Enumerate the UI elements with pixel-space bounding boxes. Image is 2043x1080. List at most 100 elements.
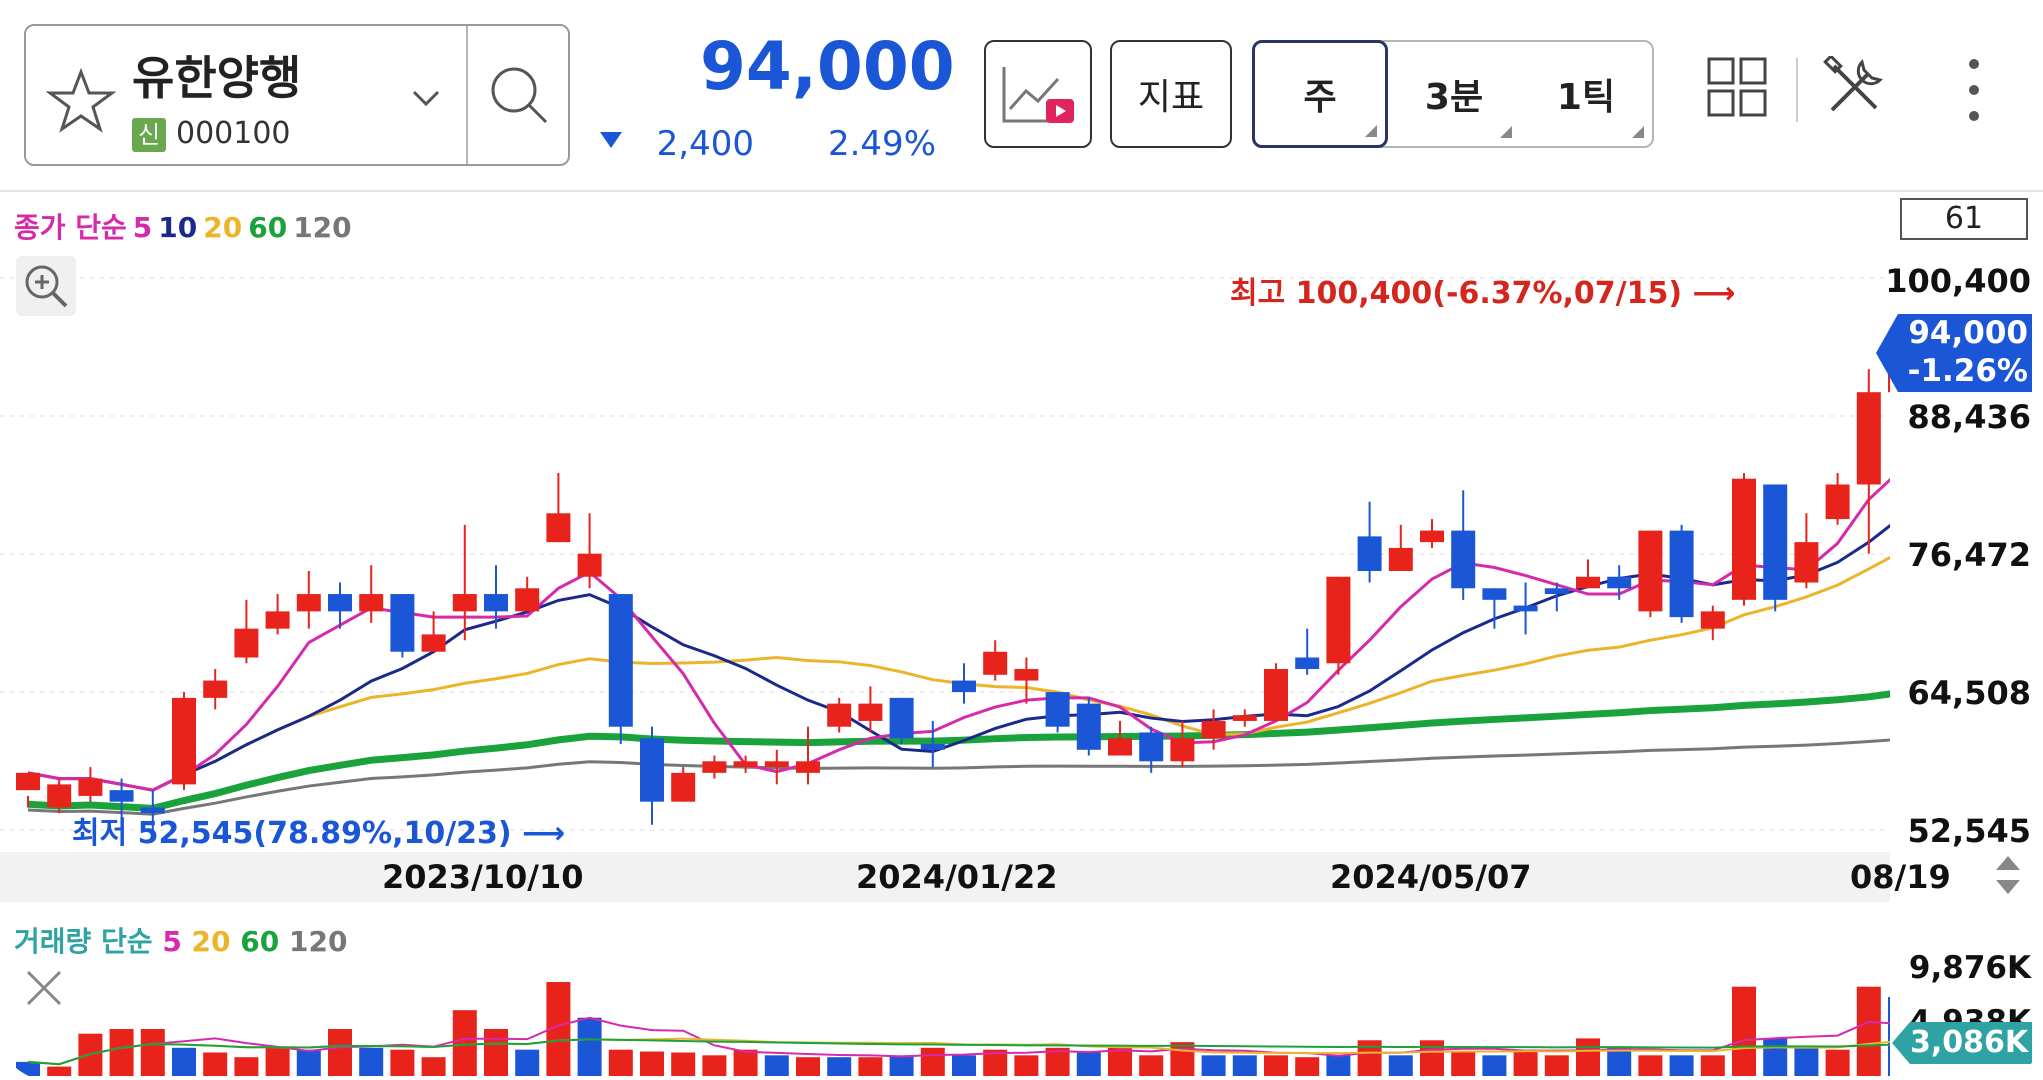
volume-bar [858, 1057, 883, 1076]
search-button[interactable] [470, 26, 568, 164]
period-1tick[interactable]: 1틱 [1520, 42, 1652, 146]
volume-bar [577, 1017, 602, 1076]
ma5-line [27, 477, 1890, 792]
volume-bar [1825, 1049, 1850, 1076]
volume-bar [421, 1057, 446, 1076]
candle-body [1451, 530, 1476, 589]
volume-bar [952, 1055, 976, 1076]
price-chart[interactable] [0, 240, 1890, 852]
high-annotation-text: 최고 100,400(-6.37%,07/15) [1230, 276, 1683, 311]
tools-icon[interactable] [1822, 56, 1886, 120]
candle-body [1139, 732, 1164, 762]
candle-body [1014, 669, 1039, 681]
candle-body [858, 703, 883, 721]
candle-body [1607, 576, 1632, 589]
volume-bar [203, 1052, 228, 1076]
volume-legend-label: 거래량 단순 [14, 925, 153, 958]
corner-indicator [1365, 125, 1377, 137]
volume-bar [1326, 1055, 1351, 1076]
volume-legend[interactable]: 거래량 단순 5 20 60 120 [14, 920, 347, 960]
period-1tick-label: 1틱 [1556, 77, 1616, 118]
volume-bar [1264, 1055, 1288, 1076]
candle-body [1794, 542, 1819, 583]
vol-y-label-high: 9,876K [1908, 950, 2031, 986]
volume-bar [1139, 1055, 1164, 1076]
candle-body [1420, 530, 1444, 543]
star-icon[interactable] [46, 66, 116, 136]
volume-bar [1732, 986, 1756, 1076]
volume-bar [1295, 1057, 1320, 1076]
candle-body [203, 680, 228, 698]
candle-body [608, 594, 633, 727]
period-3min-label: 3분 [1424, 77, 1484, 118]
candle-body [640, 738, 664, 802]
volume-bar [1388, 1055, 1413, 1076]
divider [1796, 58, 1798, 122]
ma-legend[interactable]: 종가 단순 5 10 20 60 120 [14, 206, 358, 246]
volume-bar [1856, 986, 1881, 1076]
volume-bar [827, 1057, 852, 1076]
x-axis[interactable] [0, 852, 1890, 902]
candle-body [16, 772, 40, 791]
volume-bar [1794, 1047, 1819, 1076]
search-icon [491, 67, 548, 124]
candle-body [1326, 576, 1351, 664]
chart-video-button[interactable] [984, 40, 1092, 148]
candle-body [1732, 478, 1756, 600]
volume-bar [1170, 1042, 1195, 1076]
y-label-high: 100,400 [1885, 262, 2031, 300]
candle-body [733, 761, 758, 768]
candle-body [1170, 738, 1195, 762]
volume-bar [1888, 997, 1890, 1076]
more-vertical-icon[interactable] [1960, 56, 1988, 126]
stock-name: 유한양행 [132, 51, 302, 105]
candle-body [140, 807, 165, 814]
y-label-low: 52,545 [1907, 812, 2031, 850]
stock-selector[interactable]: 유한양행 신 000100 [24, 24, 570, 166]
chevron-down-icon[interactable] [406, 78, 446, 118]
indicator-button[interactable]: 지표 [1110, 40, 1232, 148]
period-week[interactable]: 주 [1252, 40, 1388, 148]
candle-body [1856, 392, 1881, 485]
candle-body [1295, 657, 1320, 670]
volume-bar [1763, 1038, 1788, 1076]
volume-bar [1451, 1052, 1476, 1076]
volume-bar [1014, 1055, 1039, 1076]
zoom-button[interactable] [16, 256, 76, 316]
period-week-label: 주 [1303, 77, 1337, 118]
grid-layout-icon[interactable] [1706, 56, 1768, 118]
volume-bar [47, 1066, 72, 1076]
candle-body [1201, 720, 1226, 739]
volume-bar [452, 1010, 477, 1076]
candle-body [172, 697, 196, 785]
ma20-line [27, 555, 1890, 792]
candle-body [1638, 530, 1663, 612]
candle-body [390, 594, 415, 652]
candle-body [452, 594, 477, 612]
corner-indicator [1500, 126, 1512, 138]
volume-bar [702, 1055, 727, 1076]
tag-price: 94,000 [1908, 315, 2028, 351]
volume-bar [265, 1047, 290, 1076]
ma60-label: 60 [248, 211, 288, 244]
volume-bar [608, 1049, 633, 1076]
period-count[interactable]: 61 [1900, 198, 2028, 240]
close-icon[interactable] [22, 966, 66, 1010]
period-3min[interactable]: 3분 [1388, 42, 1520, 146]
volume-chart[interactable] [0, 960, 1890, 1080]
volume-bar [140, 1029, 165, 1076]
volume-bar [1607, 1047, 1632, 1076]
candle-body [702, 761, 727, 773]
volume-bar [889, 1055, 914, 1076]
resize-updown-icon[interactable] [1988, 852, 2028, 898]
candle-body [1357, 536, 1382, 571]
candle-body [1264, 669, 1288, 721]
volume-bar [234, 1057, 259, 1076]
down-arrow-icon [600, 132, 622, 148]
candle-body [421, 634, 446, 652]
ma10-label: 10 [158, 211, 198, 244]
volume-bar [1232, 1055, 1257, 1076]
volume-bar [1076, 1052, 1101, 1076]
x-label-1: 2023/10/10 [382, 858, 584, 896]
